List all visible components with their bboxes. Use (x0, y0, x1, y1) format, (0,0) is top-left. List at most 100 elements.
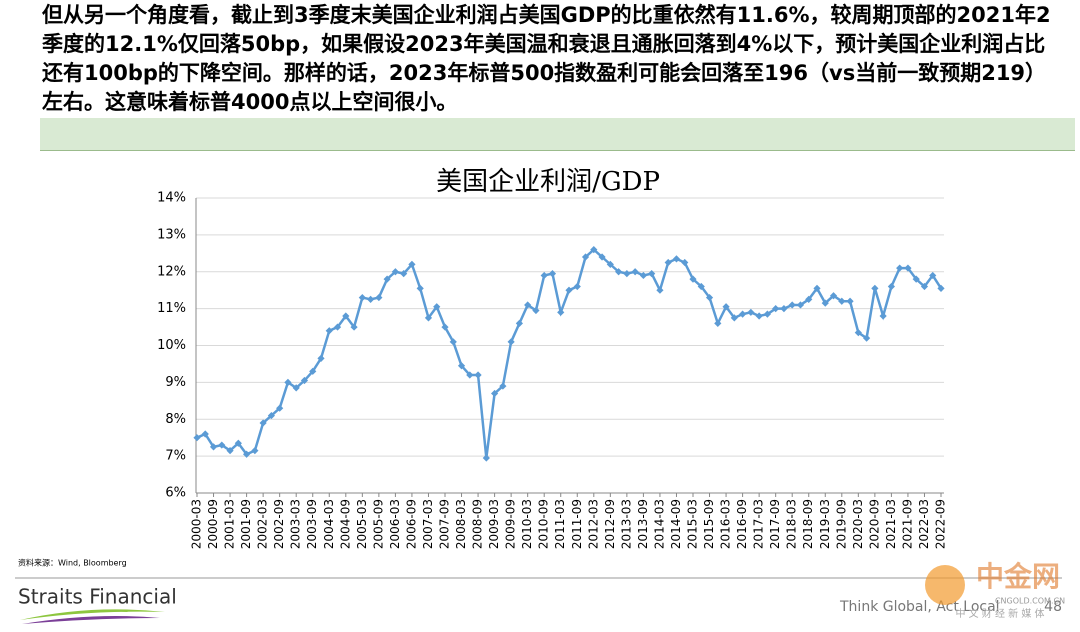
marker (375, 293, 383, 302)
x-tick-label: 2003-09 (305, 499, 319, 549)
marker (780, 305, 788, 313)
marker (507, 338, 515, 346)
marker (524, 301, 532, 309)
marker (284, 378, 292, 386)
watermark-tagline: 中 文 财 经 新 媒 体 (955, 607, 1044, 620)
marker (358, 293, 366, 302)
x-tick-label: 2012-09 (603, 499, 617, 549)
x-tick-label: 2002-09 (272, 499, 286, 549)
x-tick-label: 2019-09 (834, 499, 848, 549)
marker (615, 268, 623, 276)
marker (929, 271, 937, 280)
x-tick-label: 2022-03 (917, 499, 931, 549)
marker (565, 286, 573, 294)
y-tick-label: 7% (165, 449, 186, 464)
marker (722, 303, 730, 311)
marker (871, 284, 879, 292)
x-tick-label: 2001-03 (223, 499, 237, 549)
x-tick-label: 2018-09 (801, 499, 815, 549)
x-tick-label: 2020-09 (867, 499, 881, 549)
y-tick-label: 10% (157, 338, 186, 353)
marker (333, 323, 342, 331)
chart-title: 美国企业利润/GDP (436, 167, 660, 197)
brand-swoosh (20, 609, 165, 620)
marker (491, 389, 499, 398)
watermark-name: 中金网 (976, 560, 1060, 593)
marker (201, 430, 209, 438)
marker (689, 275, 697, 283)
y-tick-label: 6% (165, 486, 186, 501)
x-tick-label: 2017-03 (752, 499, 766, 549)
marker (623, 269, 631, 278)
marker (590, 246, 598, 254)
x-tick-label: 2015-09 (702, 499, 716, 549)
marker (251, 446, 259, 455)
watermark-logo (925, 565, 965, 605)
x-tick-label: 2007-03 (421, 499, 435, 549)
x-tick-label: 2020-03 (851, 499, 865, 549)
marker (813, 284, 821, 292)
marker (209, 443, 218, 451)
marker (259, 419, 267, 427)
marker (226, 446, 234, 455)
x-tick-label: 2007-09 (438, 499, 452, 549)
header-text: 但从另一个角度看，截止到3季度末美国企业利润占美国GDP的比重依然有11.6%，… (42, 3, 1051, 114)
marker (499, 382, 507, 390)
marker (705, 293, 714, 302)
highlight-band (40, 118, 1075, 151)
marker (367, 295, 375, 304)
marker (243, 450, 251, 458)
marker (730, 314, 738, 322)
x-tick-label: 2013-03 (619, 499, 633, 549)
x-tick-label: 2010-03 (520, 499, 534, 549)
marker (672, 255, 681, 263)
slogan: Think Global, Act Local (839, 599, 1000, 615)
marker (714, 319, 722, 327)
x-tick-label: 2008-03 (454, 499, 468, 549)
marker (408, 260, 416, 268)
source: 资料来源：Wind, Bloomberg (18, 558, 127, 568)
marker (300, 376, 309, 385)
x-tick-label: 2018-03 (785, 499, 799, 549)
x-tick-label: 2021-09 (900, 499, 914, 549)
marker (457, 362, 466, 370)
x-tick-label: 2004-03 (322, 499, 336, 549)
marker (424, 314, 433, 322)
marker (904, 264, 912, 272)
x-tick-label: 2021-03 (884, 499, 898, 549)
x-tick-label: 2000-09 (206, 499, 220, 549)
marker (433, 303, 441, 311)
marker (292, 384, 300, 392)
marker (821, 299, 829, 307)
marker (581, 253, 590, 261)
marker (317, 354, 325, 363)
marker (664, 258, 672, 267)
x-tick-label: 2016-03 (719, 499, 733, 549)
x-tick-label: 2001-09 (239, 499, 253, 549)
x-tick-label: 2010-09 (537, 499, 551, 549)
x-tick-label: 2013-09 (636, 499, 650, 549)
marker (788, 301, 796, 309)
x-tick-label: 2009-09 (504, 499, 518, 549)
x-tick-label: 2017-09 (768, 499, 782, 549)
marker (631, 268, 639, 276)
marker (879, 312, 887, 320)
marker (557, 308, 565, 316)
y-tick-label: 12% (157, 264, 186, 279)
marker (350, 323, 358, 331)
marker (416, 284, 424, 292)
marker (796, 301, 805, 309)
marker (763, 310, 771, 318)
y-tick-label: 9% (165, 375, 186, 390)
x-tick-label: 2006-09 (404, 499, 418, 549)
y-tick-label: 14% (157, 191, 186, 206)
brand: Straits Financial (18, 585, 177, 609)
marker (573, 282, 581, 291)
marker (681, 258, 689, 267)
marker (598, 253, 606, 261)
marker (309, 367, 317, 375)
marker (474, 371, 482, 379)
x-tick-label: 2006-03 (388, 499, 402, 549)
x-tick-label: 2005-03 (355, 499, 369, 549)
marker (548, 269, 557, 278)
